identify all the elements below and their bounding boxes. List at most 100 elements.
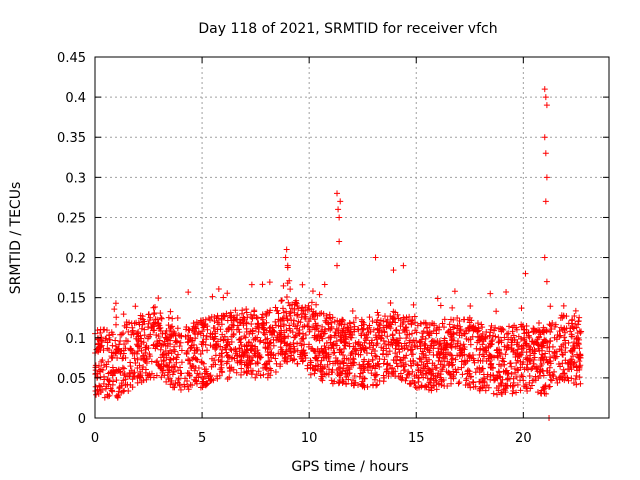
data-point [385,341,392,348]
data-point [204,326,211,333]
data-point [350,362,357,369]
data-point [139,321,146,328]
data-point [137,338,144,345]
data-point [244,347,251,354]
data-point [287,308,294,315]
data-point [158,314,165,321]
data-point [384,366,391,373]
data-point [518,305,525,312]
data-point [339,329,346,336]
data-point [328,319,335,326]
data-point [510,379,517,386]
data-point [321,342,328,349]
data-point [212,352,219,359]
data-point [243,319,250,326]
data-point [400,367,407,374]
data-point [541,134,548,141]
data-point [573,351,580,358]
data-point [522,354,529,361]
data-point [443,344,450,351]
data-point [155,295,162,302]
data-point [167,341,174,348]
data-point [257,337,264,344]
data-point [371,376,378,383]
data-point [100,380,107,387]
data-point [155,362,162,369]
data-point [506,323,513,330]
data-point [448,352,455,359]
data-point [286,325,293,332]
data-point [194,331,201,338]
data-point [561,370,568,377]
data-point [174,314,181,321]
data-point [247,311,254,318]
data-point [382,313,388,320]
data-point [319,349,326,356]
data-point [380,378,387,385]
data-point [321,330,328,337]
data-point [318,357,325,364]
data-point [128,320,135,327]
data-point [177,386,184,393]
data-point [151,309,158,316]
data-point [325,344,332,351]
data-point [316,291,323,298]
data-point [476,378,483,385]
data-point [101,373,107,380]
data-point [522,340,529,347]
data-point [159,369,166,376]
data-point [487,290,494,297]
data-point [413,329,420,336]
data-point [421,345,428,352]
data-point [176,343,183,350]
data-point [108,349,115,356]
data-point [386,323,393,330]
data-point [345,376,352,383]
data-point [532,328,539,335]
data-point [423,358,430,365]
data-point [158,363,165,370]
data-point [211,313,218,320]
data-point [255,328,262,335]
data-point [305,341,312,348]
data-point [317,328,324,335]
data-point [150,304,157,311]
data-point [228,313,235,320]
data-point [106,392,113,399]
data-point [283,294,290,301]
data-point [447,342,454,349]
data-point [214,319,221,326]
data-point [292,299,299,306]
data-point [376,322,383,329]
data-point [304,362,311,369]
data-point [518,351,525,358]
data-point [123,324,130,331]
data-point [165,376,172,383]
data-point [526,379,533,386]
data-point [318,310,325,317]
data-point [479,351,486,358]
data-point [157,346,164,353]
data-point [309,288,316,295]
data-point [531,354,538,361]
data-point [571,313,578,320]
data-point [358,332,365,339]
data-point [403,335,410,342]
data-point [310,324,317,331]
data-point [294,340,301,347]
data-point [215,356,222,363]
data-point [460,341,467,348]
data-point [520,326,527,333]
data-point [319,373,326,380]
data-point [385,370,392,377]
data-point [505,375,512,382]
data-point [356,373,363,380]
data-point [302,332,309,339]
data-point [301,349,308,356]
data-point [519,373,526,380]
data-point [510,348,517,355]
data-point [243,309,250,316]
data-point [374,316,381,323]
data-point [360,325,367,332]
data-point [124,373,131,380]
